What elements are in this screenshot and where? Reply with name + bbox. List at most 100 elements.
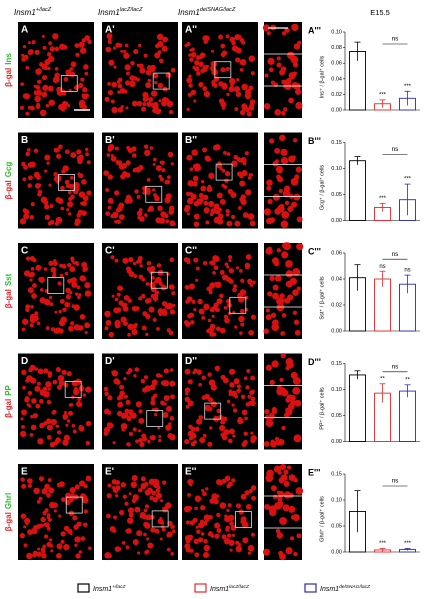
y-tick-label: 0.15 xyxy=(331,471,342,477)
cell xyxy=(185,191,191,197)
cell xyxy=(116,219,121,225)
y-tick-label: 0.05 xyxy=(331,192,342,198)
cell xyxy=(247,544,255,552)
cell xyxy=(86,160,91,165)
cell xyxy=(249,173,254,177)
cell xyxy=(128,257,134,263)
cell xyxy=(172,529,176,534)
cell xyxy=(81,104,87,110)
cell xyxy=(160,160,165,165)
cell xyxy=(59,89,66,96)
cell xyxy=(118,286,124,291)
cell xyxy=(74,536,81,543)
cell xyxy=(67,410,74,416)
cell xyxy=(234,394,238,399)
cell xyxy=(76,155,84,162)
cell xyxy=(229,382,235,388)
cell xyxy=(130,481,138,488)
cell xyxy=(203,551,210,559)
cell xyxy=(227,438,233,444)
cell xyxy=(123,295,130,301)
cell xyxy=(156,326,160,331)
cell xyxy=(288,97,294,104)
cell xyxy=(136,63,141,67)
cell xyxy=(107,174,114,180)
cell xyxy=(226,220,233,227)
cell xyxy=(276,490,281,495)
cell xyxy=(159,177,164,182)
cell xyxy=(250,375,256,381)
cell xyxy=(282,504,290,512)
chart-title: D''' xyxy=(308,357,321,367)
cell xyxy=(142,436,148,442)
cell xyxy=(50,549,54,553)
cell xyxy=(63,77,69,82)
cell xyxy=(65,423,69,427)
cell xyxy=(203,544,211,552)
cell xyxy=(276,56,281,61)
cell xyxy=(74,543,78,547)
cell xyxy=(145,187,151,193)
cell xyxy=(71,423,76,428)
cell xyxy=(276,248,282,253)
cell xyxy=(160,211,167,218)
cell xyxy=(78,82,84,89)
cell xyxy=(201,488,205,493)
cell xyxy=(126,146,130,150)
micrograph xyxy=(18,353,94,450)
cell xyxy=(263,24,270,32)
cell xyxy=(283,242,292,251)
cell xyxy=(280,148,288,156)
cell xyxy=(33,90,38,95)
y-tick-label: 0.10 xyxy=(331,497,342,503)
cell xyxy=(232,408,238,413)
cell xyxy=(47,478,52,483)
significance: ns xyxy=(404,268,410,274)
cell xyxy=(29,323,34,328)
cell xyxy=(123,394,128,399)
cell xyxy=(32,283,37,289)
cell xyxy=(281,313,287,318)
cell xyxy=(104,391,109,396)
cell xyxy=(193,538,200,545)
cell xyxy=(40,196,48,203)
cell xyxy=(203,207,210,214)
y-tick-label: 0.06 xyxy=(331,250,342,256)
cell xyxy=(291,23,299,32)
cell xyxy=(85,475,92,482)
cell xyxy=(21,161,26,167)
cell xyxy=(184,204,191,211)
cell xyxy=(162,380,170,387)
cell xyxy=(209,212,214,217)
cell xyxy=(40,288,44,292)
cell xyxy=(199,52,206,58)
cell xyxy=(162,36,169,43)
cell xyxy=(249,390,255,396)
cell xyxy=(29,215,35,220)
legend-swatch xyxy=(194,583,207,593)
cell xyxy=(35,403,41,409)
cell xyxy=(143,532,147,537)
cell xyxy=(29,105,35,111)
cell xyxy=(106,493,112,499)
cell xyxy=(234,325,238,329)
cell xyxy=(140,106,147,112)
cell xyxy=(110,255,115,260)
cell xyxy=(115,207,121,213)
cell xyxy=(49,204,54,209)
cell xyxy=(228,258,232,263)
cell xyxy=(150,90,158,97)
cell xyxy=(39,109,47,117)
cell xyxy=(27,390,33,396)
cell xyxy=(211,79,216,85)
cell xyxy=(123,49,127,54)
cell xyxy=(27,287,34,294)
cell xyxy=(72,187,79,195)
cell xyxy=(30,424,37,431)
cell xyxy=(277,438,285,446)
cell xyxy=(222,377,229,384)
cell xyxy=(272,494,278,500)
inset-box xyxy=(151,510,169,528)
cell xyxy=(29,433,34,437)
